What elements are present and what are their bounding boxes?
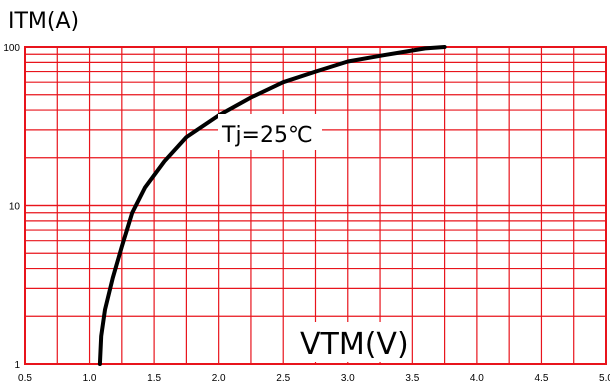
x-tick-label: 4.5 [534,373,548,384]
plot-frame [24,46,607,365]
x-tick-label: 0.5 [18,373,32,384]
temperature-annotation: Tj=25℃ [221,123,313,148]
y-tick-labels: 1 10 100 [3,43,20,371]
x-tick-label: 4.0 [470,373,484,384]
x-axis-label: VTM(V) [300,327,409,362]
y-tick-label: 1 [14,360,20,371]
forward-characteristic-curve [97,45,447,366]
x-label-background [296,322,406,362]
y-tick-label: 100 [3,43,20,54]
x-tick-labels: 0.5 1.0 1.5 2.0 2.5 3.0 3.5 4.0 4.5 5.0 [18,373,610,384]
x-tick-label: 5.0 [599,373,610,384]
y-tick-label: 10 [9,202,21,213]
plot-border [24,46,607,365]
x-tick-label: 1.5 [147,373,161,384]
grid-lines [24,46,607,365]
y-axis-label: ITM(A) [8,9,79,34]
x-tick-label: 2.0 [212,373,226,384]
x-tick-label: 3.0 [341,373,355,384]
x-tick-label: 2.5 [276,373,290,384]
annotation-background [218,114,322,150]
x-tick-label: 3.5 [405,373,419,384]
x-tick-label: 1.0 [83,373,97,384]
